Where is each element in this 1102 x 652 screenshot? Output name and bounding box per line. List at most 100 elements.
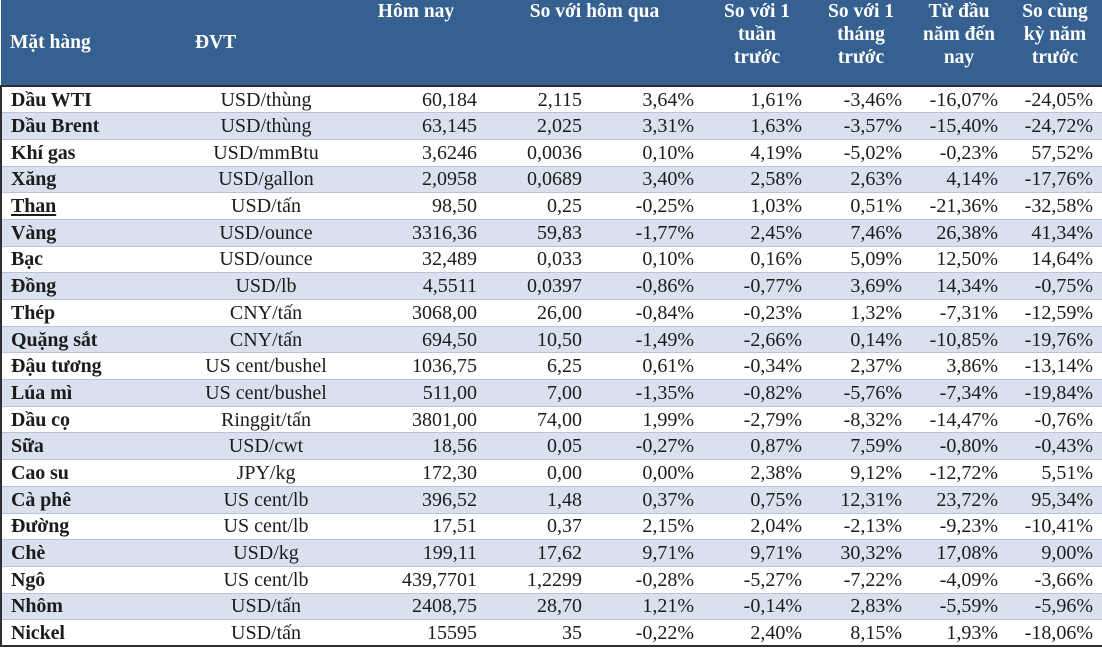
cell-change-absolute: 28,70 xyxy=(486,592,591,620)
cell-vs-month: -5,76% xyxy=(811,379,911,407)
cell-today-price: 3801,00 xyxy=(346,405,486,433)
cell-commodity-name: Cao su xyxy=(0,459,186,487)
cell-ytd: -5,59% xyxy=(911,592,1007,620)
header-vs-month: So với 1 tháng trước xyxy=(811,0,911,86)
cell-vs-year: 57,52% xyxy=(1007,138,1102,167)
cell-commodity-name: Đường xyxy=(0,512,186,540)
cell-change-percent: 9,71% xyxy=(591,539,703,567)
header-vs-week: So với 1 tuần trước xyxy=(703,0,811,86)
cell-commodity-name: Dầu cọ xyxy=(0,405,186,433)
cell-change-absolute: 0,25 xyxy=(486,192,591,220)
cell-change-percent: 2,15% xyxy=(591,512,703,540)
cell-today-price: 511,00 xyxy=(346,379,486,407)
cell-vs-week: -5,27% xyxy=(703,565,811,594)
header-vs-month-line2: tháng xyxy=(837,24,885,45)
header-vs-year: So cùng kỳ năm trước xyxy=(1007,0,1102,86)
table-row: Đường US cent/lb 17,51 0,37 2,15% 2,04% -2,13%… xyxy=(0,512,1102,540)
cell-unit: USD/gallon xyxy=(186,165,346,193)
header-vs-year-line2: kỳ năm xyxy=(1023,24,1087,45)
cell-ytd: -12,72% xyxy=(911,459,1007,487)
header-vs-year-line3: trước xyxy=(1031,47,1079,68)
cell-change-percent: 3,64% xyxy=(591,85,703,113)
table-row: Khí gas USD/mmBtu 3,6246 0,0036 0,10% 4,19% -5… xyxy=(0,138,1102,167)
cell-today-price: 60,184 xyxy=(346,85,486,113)
header-commodity: Mặt hàng xyxy=(1,0,186,86)
table-row: Bạc USD/ounce 32,489 0,033 0,10% 0,16% 5,09% 12… xyxy=(0,245,1102,273)
cell-commodity-name: Lúa mì xyxy=(0,379,186,407)
cell-unit: CNY/tấn xyxy=(186,299,346,327)
cell-vs-year: -19,76% xyxy=(1007,325,1102,353)
cell-change-absolute: 0,37 xyxy=(486,512,591,540)
cell-vs-month: -5,02% xyxy=(811,138,911,167)
header-vs-week-line2: tuần xyxy=(738,24,776,45)
header-ytd-line1: Từ đầu xyxy=(928,1,990,22)
cell-today-price: 172,30 xyxy=(346,459,486,487)
cell-vs-week: 4,19% xyxy=(703,138,811,167)
cell-today-price: 18,56 xyxy=(346,432,486,460)
cell-today-price: 199,11 xyxy=(346,539,486,567)
cell-change-percent: 1,99% xyxy=(591,405,703,433)
header-vs-week-line3: trước xyxy=(733,47,781,68)
header-commodity-line1: Mặt hàng xyxy=(10,32,91,53)
cell-change-percent: 0,37% xyxy=(591,485,703,513)
cell-commodity-name: Nickel xyxy=(0,619,186,648)
header-vs-month-line3: trước xyxy=(837,47,885,68)
cell-ytd: 1,93% xyxy=(911,619,1007,648)
cell-ytd: -16,07% xyxy=(911,85,1007,113)
cell-change-absolute: 6,25 xyxy=(486,352,591,380)
cell-vs-year: 41,34% xyxy=(1007,218,1102,247)
table-row: Nhôm USD/tấn 2408,75 28,70 1,21% -0,14% 2,83% -… xyxy=(0,592,1102,620)
table-row: Cà phê US cent/lb 396,52 1,48 0,37% 0,75% 12,3… xyxy=(0,485,1102,513)
commodity-name-link[interactable]: Than xyxy=(11,195,57,218)
table-row: Dầu cọ Ringgit/tấn 3801,00 74,00 1,99% -2,79%… xyxy=(0,405,1102,433)
cell-ytd: -10,85% xyxy=(911,325,1007,353)
cell-vs-month: 5,09% xyxy=(811,245,911,273)
cell-vs-year: -5,96% xyxy=(1007,592,1102,620)
cell-unit: USD/thùng xyxy=(186,85,346,113)
cell-commodity-name: Chè xyxy=(0,539,186,567)
cell-change-percent: 3,31% xyxy=(591,112,703,140)
cell-vs-month: 3,69% xyxy=(811,272,911,300)
cell-unit: USD/mmBtu xyxy=(186,138,346,167)
cell-commodity-name: Xăng xyxy=(0,165,186,193)
cell-unit: USD/thùng xyxy=(186,112,346,140)
cell-vs-year: -3,66% xyxy=(1007,565,1102,594)
cell-change-absolute: 1,2299 xyxy=(486,565,591,594)
cell-vs-year: 14,64% xyxy=(1007,245,1102,273)
table-row: Lúa mì US cent/bushel 511,00 7,00 -1,35% -0,8… xyxy=(0,379,1102,407)
cell-vs-week: 2,45% xyxy=(703,218,811,247)
cell-ytd: 17,08% xyxy=(911,539,1007,567)
cell-today-price: 3316,36 xyxy=(346,218,486,247)
table-row: Đậu tương US cent/bushel 1036,75 6,25 0,61% -… xyxy=(0,352,1102,380)
cell-commodity-name[interactable]: Than xyxy=(0,192,186,220)
cell-vs-month: -8,32% xyxy=(811,405,911,433)
table-row: Cao su JPY/kg 172,30 0,00 0,00% 2,38% 9,12% -12… xyxy=(0,459,1102,487)
cell-unit: US cent/lb xyxy=(186,485,346,513)
cell-vs-week: 2,58% xyxy=(703,165,811,193)
cell-unit: US cent/bushel xyxy=(186,379,346,407)
cell-change-absolute: 7,00 xyxy=(486,379,591,407)
cell-change-percent: -0,27% xyxy=(591,432,703,460)
cell-vs-month: 1,32% xyxy=(811,299,911,327)
cell-change-absolute: 59,83 xyxy=(486,218,591,247)
cell-today-price: 15595 xyxy=(346,619,486,648)
cell-vs-month: 2,63% xyxy=(811,165,911,193)
header-vs-year-line1: So cùng xyxy=(1022,1,1088,22)
cell-commodity-name: Bạc xyxy=(0,245,186,273)
cell-change-percent: 0,10% xyxy=(591,245,703,273)
cell-today-price: 694,50 xyxy=(346,325,486,353)
cell-vs-month: 9,12% xyxy=(811,459,911,487)
cell-change-absolute: 0,00 xyxy=(486,459,591,487)
cell-change-absolute: 2,025 xyxy=(486,112,591,140)
cell-unit: US cent/lb xyxy=(186,512,346,540)
cell-change-absolute: 1,48 xyxy=(486,485,591,513)
cell-commodity-name: Đậu tương xyxy=(0,352,186,380)
cell-today-price: 63,145 xyxy=(346,112,486,140)
cell-today-price: 1036,75 xyxy=(346,352,486,380)
cell-ytd: -4,09% xyxy=(911,565,1007,594)
table-row: Nickel USD/tấn 15595 35 -0,22% 2,40% 8,15% 1,93… xyxy=(0,619,1102,648)
cell-vs-week: 1,61% xyxy=(703,85,811,113)
cell-ytd: -21,36% xyxy=(911,192,1007,220)
cell-commodity-name: Dầu Brent xyxy=(0,112,186,140)
cell-change-percent: -0,86% xyxy=(591,272,703,300)
